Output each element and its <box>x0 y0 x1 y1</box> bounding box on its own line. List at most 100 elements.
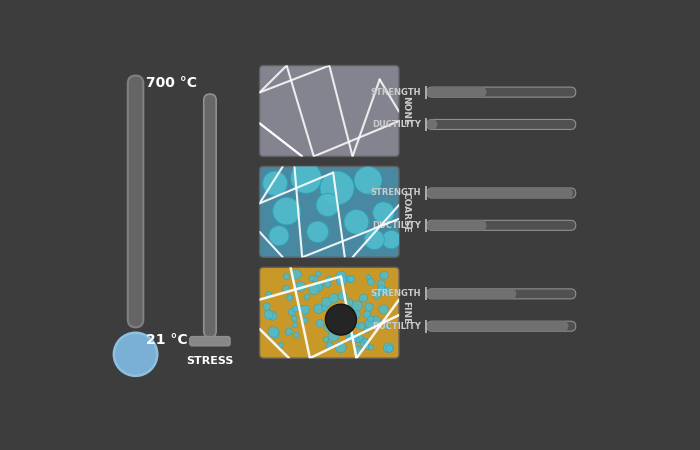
FancyBboxPatch shape <box>427 289 516 299</box>
Circle shape <box>365 319 375 328</box>
Circle shape <box>326 342 333 349</box>
FancyBboxPatch shape <box>260 267 399 358</box>
Circle shape <box>354 337 360 342</box>
Circle shape <box>354 322 359 328</box>
Circle shape <box>377 280 385 288</box>
Circle shape <box>273 197 300 225</box>
Circle shape <box>354 166 382 194</box>
FancyBboxPatch shape <box>427 188 575 198</box>
FancyBboxPatch shape <box>128 76 144 327</box>
Text: COARSE: COARSE <box>401 192 410 232</box>
Circle shape <box>314 304 323 313</box>
Circle shape <box>352 301 363 311</box>
Circle shape <box>382 230 400 249</box>
Text: 700 °C: 700 °C <box>146 76 197 90</box>
FancyBboxPatch shape <box>260 166 399 257</box>
Circle shape <box>349 333 357 342</box>
Circle shape <box>337 275 346 286</box>
Circle shape <box>379 305 389 314</box>
Circle shape <box>283 285 290 292</box>
Circle shape <box>360 339 369 347</box>
Circle shape <box>316 281 323 288</box>
Circle shape <box>309 276 314 281</box>
Circle shape <box>326 304 356 335</box>
Circle shape <box>363 311 371 318</box>
FancyBboxPatch shape <box>204 94 216 338</box>
Circle shape <box>377 285 385 292</box>
Circle shape <box>322 306 327 311</box>
Text: STRENGTH: STRENGTH <box>370 88 421 97</box>
Circle shape <box>364 327 370 333</box>
Circle shape <box>279 342 284 347</box>
FancyBboxPatch shape <box>427 188 573 198</box>
Circle shape <box>344 315 353 325</box>
Circle shape <box>269 312 277 320</box>
Circle shape <box>292 306 298 312</box>
Circle shape <box>351 310 360 319</box>
Text: FINE: FINE <box>401 301 410 324</box>
Circle shape <box>372 202 394 223</box>
Circle shape <box>290 162 321 194</box>
Circle shape <box>328 320 334 326</box>
Circle shape <box>363 338 368 343</box>
Circle shape <box>365 345 370 350</box>
Circle shape <box>336 271 346 282</box>
FancyBboxPatch shape <box>427 87 575 97</box>
Circle shape <box>359 294 368 302</box>
Circle shape <box>316 271 321 276</box>
Circle shape <box>324 281 331 288</box>
FancyBboxPatch shape <box>425 186 427 199</box>
Circle shape <box>385 324 390 329</box>
Circle shape <box>335 342 346 353</box>
Circle shape <box>320 171 354 205</box>
Circle shape <box>295 282 306 292</box>
Circle shape <box>354 333 363 342</box>
Circle shape <box>315 284 323 292</box>
Circle shape <box>307 221 328 243</box>
Text: NONE: NONE <box>401 96 410 126</box>
Circle shape <box>366 274 371 279</box>
Circle shape <box>368 345 374 350</box>
Circle shape <box>371 316 381 326</box>
Circle shape <box>384 343 393 353</box>
Circle shape <box>264 310 273 319</box>
Circle shape <box>354 346 362 354</box>
FancyBboxPatch shape <box>427 119 575 130</box>
Circle shape <box>373 292 381 299</box>
FancyBboxPatch shape <box>425 320 427 333</box>
Circle shape <box>358 322 365 330</box>
Circle shape <box>386 345 393 352</box>
Circle shape <box>286 295 293 301</box>
Circle shape <box>293 323 297 328</box>
Circle shape <box>262 171 288 196</box>
Circle shape <box>338 292 347 301</box>
Circle shape <box>294 333 300 338</box>
Circle shape <box>364 230 384 250</box>
Text: STRENGTH: STRENGTH <box>370 189 421 198</box>
Circle shape <box>368 316 374 322</box>
Circle shape <box>302 317 308 323</box>
FancyBboxPatch shape <box>427 220 486 230</box>
Circle shape <box>380 271 389 279</box>
Circle shape <box>288 309 295 315</box>
Circle shape <box>272 331 279 338</box>
Circle shape <box>304 294 310 300</box>
Circle shape <box>309 284 319 295</box>
Text: DUCTILITY: DUCTILITY <box>372 322 421 331</box>
Circle shape <box>298 306 304 312</box>
Text: STRESS: STRESS <box>186 356 234 366</box>
Circle shape <box>268 327 279 337</box>
Circle shape <box>285 328 293 335</box>
Circle shape <box>329 294 338 303</box>
FancyBboxPatch shape <box>427 321 575 331</box>
FancyBboxPatch shape <box>425 287 427 301</box>
Circle shape <box>348 276 355 283</box>
Circle shape <box>326 276 332 282</box>
Circle shape <box>344 210 369 234</box>
Circle shape <box>311 275 317 282</box>
Circle shape <box>284 273 290 279</box>
Circle shape <box>346 299 353 306</box>
FancyBboxPatch shape <box>427 119 438 130</box>
Circle shape <box>292 270 302 279</box>
FancyBboxPatch shape <box>427 220 575 230</box>
